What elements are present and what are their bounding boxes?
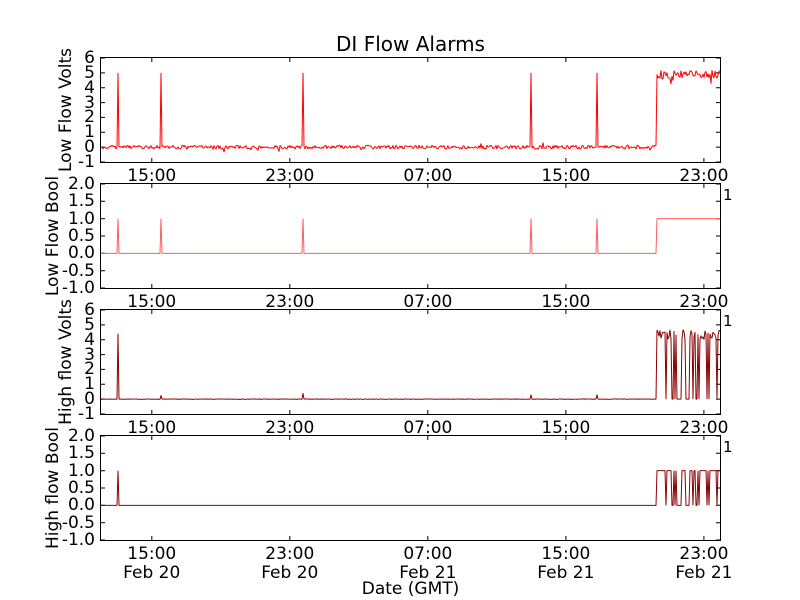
axes-frame-high-flow-bool xyxy=(100,435,721,541)
tick-marks xyxy=(101,436,720,540)
axes-frame-low-flow-bool xyxy=(100,183,721,289)
x-tick-label: 15:00 xyxy=(541,418,591,438)
y-tick-label: -0.5 xyxy=(61,260,95,281)
x-tick-label: 23:00 xyxy=(679,166,729,186)
tick-marks xyxy=(101,58,720,162)
series-line-low-flow-volts xyxy=(101,70,720,153)
right-value-label: 1 xyxy=(723,438,733,456)
date-label: Feb 21 xyxy=(537,563,595,583)
x-tick-label: 23:00 xyxy=(679,544,729,564)
x-tick-label: 23:00 xyxy=(265,292,315,312)
x-tick-label: 07:00 xyxy=(403,418,453,438)
right-value-label: 1 xyxy=(723,312,733,330)
plot-area-low-flow-volts xyxy=(101,58,720,162)
series-line-low-flow-bool xyxy=(101,218,720,254)
chart-title: DI Flow Alarms xyxy=(336,32,485,56)
y-tick-label: 5 xyxy=(84,62,95,83)
plot-area-high-flow-volts xyxy=(101,310,720,414)
x-tick-label: 15:00 xyxy=(541,292,591,312)
date-label: Feb 21 xyxy=(399,563,457,583)
y-tick-label: 2 xyxy=(84,107,95,128)
date-label: Feb 20 xyxy=(261,563,319,583)
plot-area-high-flow-bool xyxy=(101,436,720,540)
date-label: Feb 20 xyxy=(123,563,181,583)
axes-frame-low-flow-volts xyxy=(100,57,721,163)
y-tick-label: 1.0 xyxy=(67,460,95,481)
y-tick-label: 0 xyxy=(84,389,95,410)
y-axis-label-high-flow-bool: High flow Bool xyxy=(43,426,63,550)
y-tick-label: 0.0 xyxy=(67,243,95,264)
y-tick-label: 3 xyxy=(84,344,95,365)
y-tick-label: -1.0 xyxy=(61,278,95,298)
y-tick-label: 1.5 xyxy=(67,191,95,212)
axes-frame-high-flow-volts xyxy=(100,309,721,415)
x-tick-label: 15:00 xyxy=(541,166,591,186)
plot-area-low-flow-bool xyxy=(101,184,720,288)
x-axis-label: Date (GMT) xyxy=(361,579,460,599)
x-tick-label: 23:00 xyxy=(265,544,315,564)
y-tick-label: -1 xyxy=(78,404,95,424)
series-line-high-flow-bool xyxy=(101,470,720,506)
tick-marks xyxy=(101,310,720,414)
y-tick-label: 6 xyxy=(84,48,95,68)
y-tick-label: 2 xyxy=(84,359,95,380)
right-value-label: 1 xyxy=(723,186,733,204)
x-tick-label: 07:00 xyxy=(403,292,453,312)
x-tick-label: 15:00 xyxy=(127,544,177,564)
y-tick-label: 1 xyxy=(84,374,95,395)
y-tick-label: 5 xyxy=(84,314,95,335)
y-tick-label: 1.5 xyxy=(67,443,95,464)
x-tick-label: 23:00 xyxy=(679,292,729,312)
y-axis-label-high-flow-volts: High flow Volts xyxy=(56,299,76,425)
tick-marks xyxy=(101,184,720,288)
y-tick-label: 6 xyxy=(84,300,95,320)
y-axis-label-low-flow-volts: Low Flow Volts xyxy=(56,47,76,173)
x-tick-label: 23:00 xyxy=(679,418,729,438)
x-tick-label: 15:00 xyxy=(541,544,591,564)
x-tick-label: 15:00 xyxy=(127,292,177,312)
y-tick-label: -1.0 xyxy=(61,530,95,550)
y-tick-label: 4 xyxy=(84,329,95,350)
y-tick-label: -1 xyxy=(78,152,95,172)
x-tick-label: 23:00 xyxy=(265,166,315,186)
y-tick-label: 0 xyxy=(84,137,95,158)
y-tick-label: 2.0 xyxy=(67,174,95,194)
y-axis-label-low-flow-bool: Low Flow Bool xyxy=(43,175,63,297)
y-tick-label: 3 xyxy=(84,92,95,113)
y-tick-label: 1 xyxy=(84,122,95,143)
y-tick-label: 2.0 xyxy=(67,426,95,446)
y-tick-label: 0.5 xyxy=(67,226,95,246)
date-label: Feb 21 xyxy=(675,563,733,583)
x-tick-label: 07:00 xyxy=(403,166,453,186)
series-line-high-flow-volts xyxy=(101,329,720,400)
y-tick-label: 0.0 xyxy=(67,495,95,516)
x-tick-label: 15:00 xyxy=(127,166,177,186)
y-tick-label: 1.0 xyxy=(67,208,95,229)
y-tick-label: 0.5 xyxy=(67,478,95,498)
x-tick-label: 07:00 xyxy=(403,544,453,564)
y-tick-label: -0.5 xyxy=(61,512,95,533)
x-tick-label: 23:00 xyxy=(265,418,315,438)
y-tick-label: 4 xyxy=(84,77,95,98)
x-tick-label: 15:00 xyxy=(127,418,177,438)
